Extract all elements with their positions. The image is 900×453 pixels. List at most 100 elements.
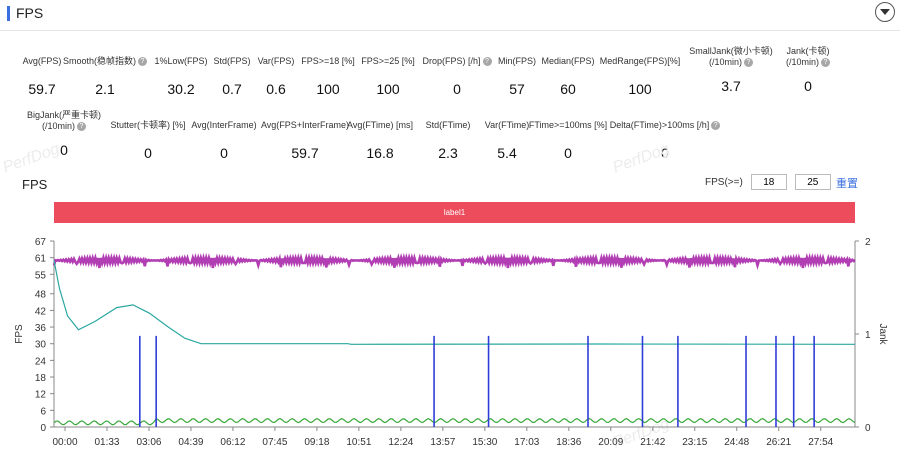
metric-10: MedRange(FPS)[%] 100 (580, 56, 700, 97)
metric-label-text: BigJank(严重卡顿) (26, 110, 101, 120)
metric-1: Smooth(稳帧指数)? 2.1 (45, 56, 165, 97)
metric-label: FPS>=18 [%] (268, 56, 388, 67)
metric-label-text: Var(FTime) (484, 120, 530, 130)
y-tick-label: 6 (40, 406, 46, 417)
metric-label-text: Jank(卡顿) (786, 46, 830, 56)
metric-value: 0 (661, 145, 669, 161)
metric-value: 0.6 (266, 81, 286, 97)
section-header: FPS (0, 0, 900, 31)
metric-2: 1%Low(FPS) 30.2 (121, 56, 241, 97)
y-axis-label: FPS (14, 324, 25, 344)
metric-7: Drop(FPS) [/h]? 0 (397, 56, 517, 97)
metric-unit-text: (/10min) (41, 121, 75, 131)
metric-label: Avg(FTime) [ms] (320, 120, 440, 131)
metric-label-text: Median(FPS) (541, 56, 595, 66)
metric-label: Std(FTime) (388, 120, 508, 131)
y-tick-label: 24 (35, 356, 47, 367)
fps-threshold-label: FPS(>=) (705, 176, 743, 188)
help-icon[interactable]: ? (711, 121, 721, 131)
x-tick-label: 00:00 (52, 437, 77, 448)
metric-label-text: Std(FPS) (213, 56, 251, 66)
metric-label: Stutter(卡顿率) [%] (88, 120, 208, 131)
fps-threshold-control: FPS(>=) (705, 174, 831, 190)
metric-value: 59.7 (28, 81, 56, 97)
reset-button[interactable]: 重置 (836, 178, 858, 190)
metric-7: FTime>=100ms [%] 0 (508, 120, 628, 161)
metric-label-text: Stutter(卡顿率) [%] (110, 120, 186, 130)
x-tick-label: 12:24 (388, 437, 413, 448)
help-icon[interactable]: ? (744, 58, 753, 68)
x-tick-label: 18:36 (556, 437, 581, 448)
help-icon[interactable]: ? (821, 58, 830, 68)
metric-label: Min(FPS) (457, 56, 577, 67)
metric-value: 0 (220, 145, 228, 161)
y-tick-label: 30 (35, 340, 47, 351)
collapse-button[interactable] (875, 2, 895, 22)
label-bar[interactable]: label1 (54, 202, 855, 223)
metric-label: Smooth(稳帧指数)? (45, 56, 165, 67)
metric-label: Var(FPS) (216, 56, 336, 67)
help-icon[interactable]: ? (482, 57, 492, 67)
interframe-series (53, 417, 856, 426)
metric-value: 100 (316, 81, 340, 97)
metric-label-unit: (/10min)? (671, 57, 791, 68)
metric-label-text: Std(FTime) (425, 120, 471, 130)
y-axis-label-right: Jank (877, 323, 888, 345)
metric-label-unit: (/10min)? (4, 121, 124, 132)
x-tick-label: 26:21 (766, 437, 791, 448)
metric-value: 5.4 (497, 145, 517, 161)
y-tick-label: 42 (35, 306, 47, 317)
metric-value: 30.2 (167, 81, 195, 97)
metric-value: 100 (376, 81, 400, 97)
header-accent-bar (7, 6, 10, 21)
metric-label-text: SmallJank(微小卡顿) (689, 46, 773, 56)
metric-6: Var(FTime) 5.4 (447, 120, 567, 161)
metric-label: Drop(FPS) [/h]? (397, 56, 517, 67)
y-right-tick-label: 2 (865, 237, 871, 248)
fps-threshold-input-1[interactable] (750, 174, 787, 190)
metric-label: BigJank(严重卡顿) (4, 110, 124, 121)
x-tick-label: 10:51 (346, 437, 371, 448)
metric-4: Avg(FTime) [ms] 16.8 (320, 120, 440, 161)
x-tick-label: 21:42 (640, 437, 665, 448)
metric-5: Std(FTime) 2.3 (388, 120, 508, 161)
metric-label: Jank(卡顿) (748, 46, 868, 57)
metric-label-text: Var(FPS) (257, 56, 295, 66)
metric-value: 16.8 (366, 145, 394, 161)
help-icon[interactable]: ? (77, 122, 86, 132)
metric-6: FPS>=25 [%] 100 (328, 56, 448, 97)
y-right-tick-label: 0 (865, 423, 871, 434)
y-tick-label: 48 (35, 290, 47, 301)
metric-label-text: FTime>=100ms [%] (528, 120, 608, 130)
metric-1: Stutter(卡顿率) [%] 0 (88, 120, 208, 161)
metric-label: SmallJank(微小卡顿) (671, 46, 791, 57)
metric-value: 2.1 (95, 81, 115, 97)
metric-label-text: Avg(InterFrame) (191, 120, 257, 130)
metric-0: Avg(FPS) 59.7 (0, 56, 102, 97)
metric-value: 59.7 (291, 145, 319, 161)
metric-2: Avg(InterFrame) 0 (164, 120, 284, 161)
metric-label: 1%Low(FPS) (121, 56, 241, 67)
fps-threshold-input-2[interactable] (794, 174, 831, 190)
metric-label: Avg(FPS+InterFrame) (245, 120, 365, 131)
help-icon[interactable]: ? (138, 57, 147, 67)
y-tick-label: 55 (35, 270, 47, 281)
metric-label-text: MedRange(FPS)[%] (599, 56, 681, 66)
metric-3: Avg(FPS+InterFrame) 59.7 (245, 120, 365, 161)
metric-value: 0 (453, 81, 461, 97)
metric-value: 2.3 (438, 145, 458, 161)
fps-series (52, 252, 856, 271)
metric-label-text: Drop(FPS) [/h] (422, 56, 481, 66)
y-tick-label: 0 (40, 423, 46, 434)
x-tick-label: 20:09 (598, 437, 623, 448)
metric-value: 0.7 (222, 81, 242, 97)
metric-label-unit: (/10min)? (748, 57, 868, 68)
metric-12: Jank(卡顿) (/10min)? 0 (748, 46, 868, 94)
metric-label: MedRange(FPS)[%] (580, 56, 700, 67)
y-tick-label: 67 (35, 237, 47, 248)
x-tick-label: 06:12 (220, 437, 245, 448)
metric-label: Median(FPS) (508, 56, 628, 67)
metric-value: 60 (560, 81, 576, 97)
metric-8: Delta(FTime)>100ms [/h]? 0 (605, 120, 725, 161)
metric-value: 0 (564, 145, 572, 161)
